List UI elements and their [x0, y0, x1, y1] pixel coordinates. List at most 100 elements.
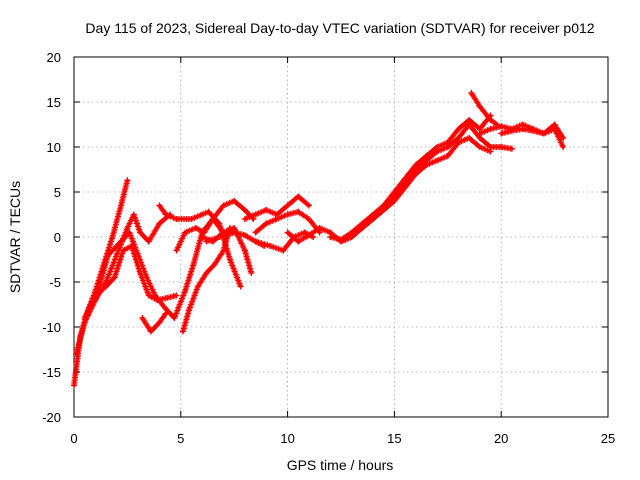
- data-point: [147, 328, 154, 335]
- data-point: [156, 202, 163, 209]
- data-point: [284, 229, 291, 236]
- data-point: [130, 211, 137, 218]
- data-point: [203, 270, 210, 276]
- data-point: [487, 117, 494, 123]
- data-point: [192, 225, 199, 231]
- data-point: [103, 283, 109, 290]
- data-series: [71, 90, 567, 389]
- data-point: [105, 252, 112, 258]
- data-point: [241, 247, 248, 254]
- y-tick-label: 0: [54, 230, 61, 245]
- y-tick-label: 10: [47, 140, 61, 155]
- data-point: [252, 211, 259, 218]
- data-point: [359, 225, 366, 231]
- data-point: [220, 202, 227, 209]
- data-point: [241, 207, 248, 213]
- data-point: [423, 162, 430, 168]
- data-point: [109, 234, 116, 240]
- data-point: [338, 238, 344, 245]
- data-point: [284, 211, 291, 218]
- data-point: [137, 229, 144, 236]
- data-point: [263, 220, 270, 227]
- tick-labels: 0 5 10 15 20 25 -20 -15 -10 -5 0 5 10 15 20: [42, 50, 615, 446]
- data-point: [135, 252, 142, 258]
- data-point: [237, 283, 244, 290]
- data-point: [156, 319, 163, 326]
- series-track-17: [359, 135, 494, 231]
- data-point: [252, 229, 259, 236]
- data-point: [226, 256, 233, 263]
- data-point: [203, 238, 210, 245]
- data-point: [173, 292, 180, 299]
- data-point: [263, 207, 270, 213]
- data-point: [466, 135, 473, 141]
- series-track-8: [173, 198, 257, 254]
- series-track-5: [139, 310, 169, 335]
- data-point: [248, 270, 255, 276]
- data-point: [348, 234, 355, 240]
- data-point: [444, 144, 451, 150]
- y-tick-label: 20: [47, 50, 61, 65]
- data-point: [551, 121, 558, 128]
- data-point: [241, 216, 248, 222]
- x-tick-label: 5: [177, 431, 184, 446]
- series-markers: [73, 211, 174, 357]
- data-point: [199, 234, 206, 240]
- data-point: [173, 216, 180, 222]
- data-point: [152, 292, 159, 299]
- x-tick-label: 10: [280, 431, 294, 446]
- data-point: [182, 288, 189, 294]
- data-point: [391, 198, 398, 204]
- y-tick-label: -20: [42, 410, 61, 425]
- data-point: [118, 238, 124, 245]
- y-tick-label: -15: [42, 365, 61, 380]
- data-point: [162, 295, 169, 302]
- x-axis-title: GPS time / hours: [287, 457, 394, 473]
- data-point: [216, 220, 223, 227]
- data-point: [212, 261, 218, 267]
- data-point: [560, 135, 567, 141]
- data-point: [444, 153, 451, 159]
- series-track-20: [498, 121, 567, 141]
- data-point: [231, 198, 238, 204]
- data-point: [306, 202, 312, 209]
- data-point: [143, 274, 150, 281]
- chart-title: Day 115 of 2023, Sidereal Day-to-day VTE…: [85, 20, 594, 36]
- data-point: [156, 220, 163, 227]
- data-point: [216, 234, 223, 240]
- data-point: [241, 232, 248, 239]
- data-point: [273, 216, 280, 222]
- data-point: [476, 144, 483, 150]
- y-tick-label: 5: [54, 185, 61, 200]
- data-point: [487, 126, 494, 132]
- data-point: [519, 126, 526, 132]
- data-point: [466, 121, 473, 128]
- data-point: [434, 157, 441, 164]
- data-point: [186, 306, 193, 312]
- data-point: [306, 216, 312, 222]
- data-point: [508, 127, 515, 134]
- data-point: [124, 177, 131, 184]
- series-track-12: [252, 208, 323, 236]
- data-point: [190, 261, 197, 267]
- series-track-2: [73, 211, 174, 357]
- data-point: [295, 238, 302, 245]
- data-point: [139, 315, 146, 321]
- data-point: [145, 238, 152, 245]
- y-tick-label: -10: [42, 320, 61, 335]
- data-point: [498, 130, 505, 137]
- axis-ticks: [73, 56, 609, 418]
- y-axis-title: SDTVAR / TECUs: [7, 181, 23, 293]
- data-point: [508, 145, 515, 152]
- data-point: [476, 103, 483, 110]
- data-point: [284, 202, 291, 209]
- data-point: [455, 139, 462, 146]
- data-point: [468, 90, 475, 96]
- data-point: [179, 328, 186, 335]
- series-track-7: [179, 225, 233, 335]
- data-point: [498, 144, 505, 150]
- data-point: [540, 130, 547, 137]
- data-point: [476, 130, 483, 137]
- data-point: [162, 211, 169, 218]
